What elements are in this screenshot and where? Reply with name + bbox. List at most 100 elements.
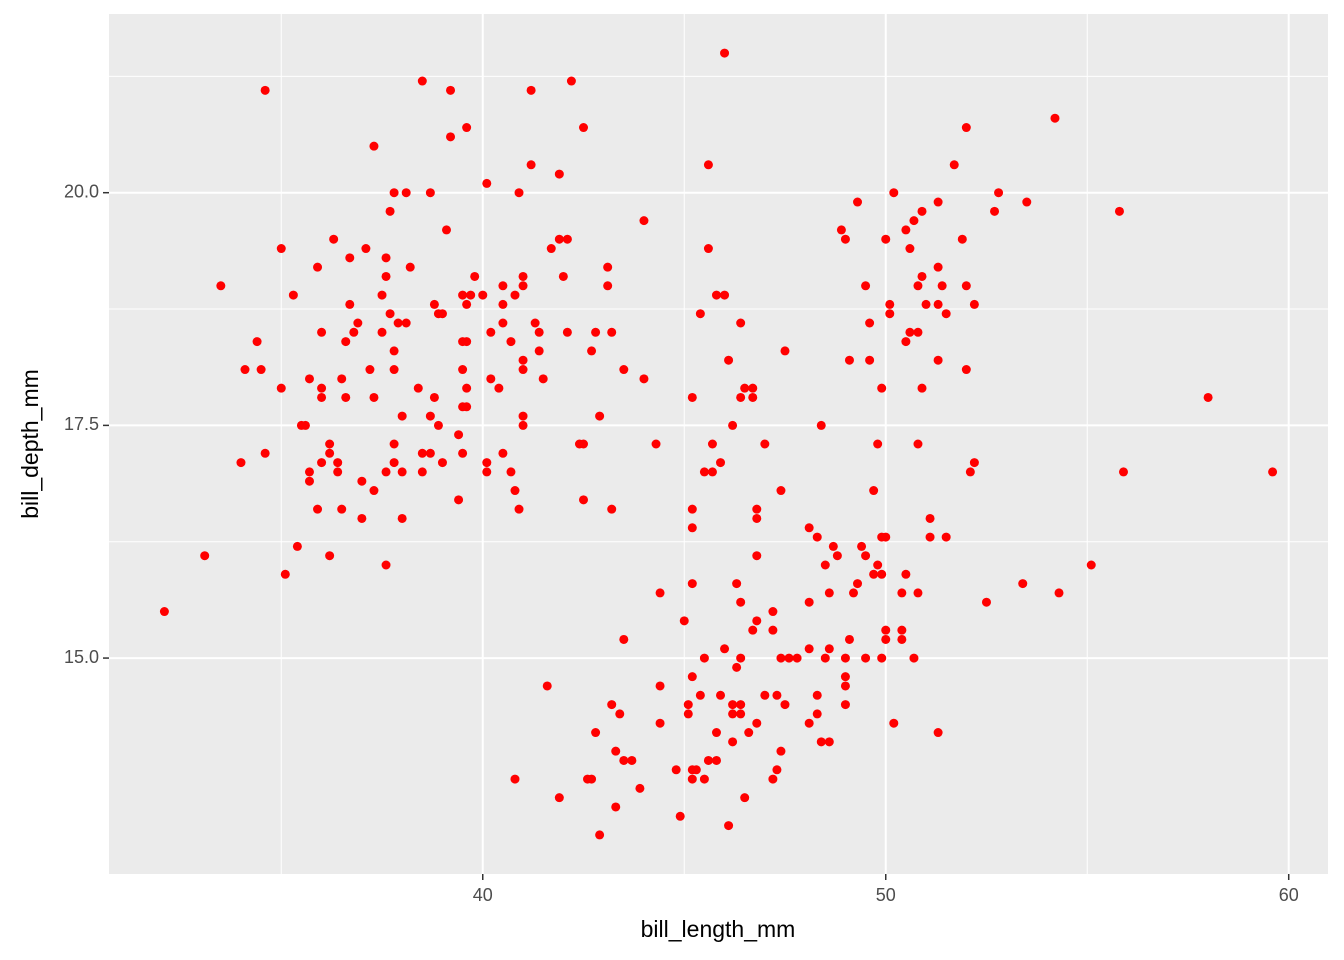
point xyxy=(381,467,391,477)
point xyxy=(341,392,351,402)
point xyxy=(703,755,713,765)
point xyxy=(510,774,520,784)
point xyxy=(317,392,327,402)
point xyxy=(655,681,665,691)
point xyxy=(824,588,834,598)
point xyxy=(216,281,226,291)
point xyxy=(772,765,782,775)
point xyxy=(881,234,891,244)
point xyxy=(724,821,734,831)
point xyxy=(740,793,750,803)
y-tick-label: 20.0 xyxy=(64,181,99,201)
point xyxy=(627,755,637,765)
point xyxy=(377,327,387,337)
point xyxy=(740,383,750,393)
point xyxy=(707,467,717,477)
point xyxy=(840,700,850,710)
point xyxy=(861,281,871,291)
point xyxy=(683,709,693,719)
point xyxy=(687,579,697,589)
point xyxy=(768,774,778,784)
point xyxy=(603,281,613,291)
point xyxy=(941,532,951,542)
point xyxy=(639,216,649,226)
point xyxy=(780,346,790,356)
point xyxy=(1018,579,1028,589)
panel xyxy=(109,14,1328,874)
point xyxy=(462,299,472,309)
point xyxy=(389,346,399,356)
point xyxy=(562,234,572,244)
point xyxy=(768,625,778,635)
point xyxy=(454,495,464,505)
point xyxy=(1203,392,1213,402)
point xyxy=(655,588,665,598)
point xyxy=(587,774,597,784)
point xyxy=(881,532,891,542)
point xyxy=(736,318,746,328)
point xyxy=(711,728,721,738)
point xyxy=(458,365,468,375)
point xyxy=(728,700,738,710)
point xyxy=(780,700,790,710)
point xyxy=(1086,560,1096,570)
point xyxy=(300,420,310,430)
x-tick-label: 40 xyxy=(473,885,493,905)
point xyxy=(595,830,605,840)
point xyxy=(820,653,830,663)
point xyxy=(361,244,371,254)
point xyxy=(1268,467,1278,477)
point xyxy=(433,420,443,430)
point xyxy=(961,365,971,375)
point xyxy=(313,262,323,272)
point xyxy=(736,653,746,663)
point xyxy=(357,513,367,523)
point xyxy=(369,392,379,402)
point xyxy=(699,774,709,784)
point xyxy=(518,281,528,291)
point xyxy=(897,625,907,635)
point xyxy=(518,411,528,421)
point xyxy=(562,327,572,337)
point xyxy=(518,271,528,281)
point xyxy=(691,765,701,775)
point xyxy=(748,392,758,402)
point xyxy=(933,355,943,365)
point xyxy=(957,234,967,244)
point xyxy=(869,569,879,579)
point xyxy=(812,709,822,719)
x-axis-title: bill_length_mm xyxy=(641,916,796,942)
point xyxy=(784,653,794,663)
point xyxy=(260,85,270,95)
point xyxy=(317,383,327,393)
point xyxy=(579,123,589,133)
point xyxy=(1118,467,1128,477)
point xyxy=(752,504,762,514)
point xyxy=(405,262,415,272)
point xyxy=(470,271,480,281)
point xyxy=(393,318,403,328)
point xyxy=(949,160,959,170)
point xyxy=(260,448,270,458)
point xyxy=(329,234,339,244)
point xyxy=(905,244,915,254)
point xyxy=(429,299,439,309)
point xyxy=(816,737,826,747)
point xyxy=(401,188,411,198)
point xyxy=(865,318,875,328)
point xyxy=(877,653,887,663)
point xyxy=(840,672,850,682)
point xyxy=(840,681,850,691)
point xyxy=(554,793,564,803)
point xyxy=(897,634,907,644)
point xyxy=(345,299,355,309)
point xyxy=(466,290,476,300)
point xyxy=(413,383,423,393)
point xyxy=(760,439,770,449)
point xyxy=(885,309,895,319)
point xyxy=(703,244,713,254)
point xyxy=(695,690,705,700)
point xyxy=(752,616,762,626)
point xyxy=(554,234,564,244)
